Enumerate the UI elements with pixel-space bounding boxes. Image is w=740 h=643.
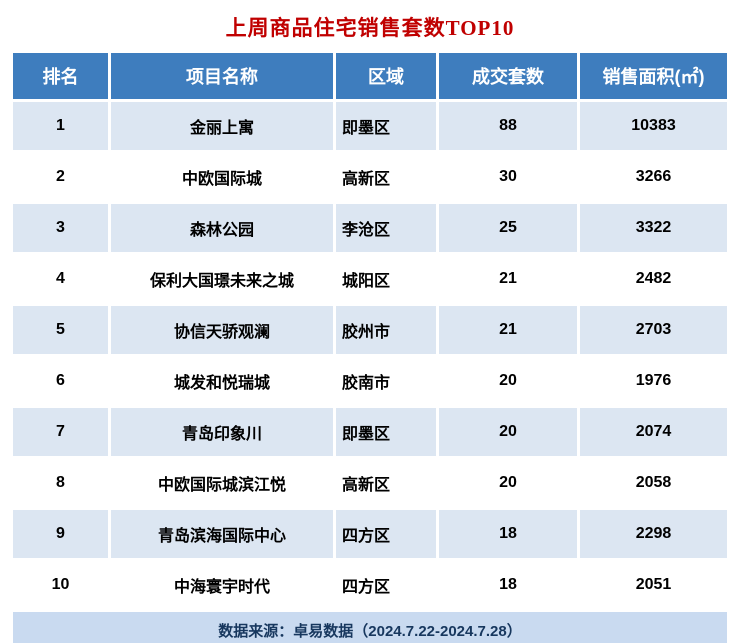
header-rank: 排名 [13, 53, 108, 99]
project-name-cell: 青岛印象川 [111, 408, 333, 456]
project-name-cell: 保利大国璟未来之城 [111, 255, 333, 303]
page-title: 上周商品住宅销售套数TOP10 [225, 16, 515, 40]
project-name-cell: 中海寰宇时代 [111, 561, 333, 609]
table-row: 7 青岛印象川 即墨区 20 2074 [13, 408, 727, 456]
district-cell: 胶州市 [336, 306, 436, 354]
sales-table: 排名 项目名称 区域 成交套数 销售面积(㎡) 1 金丽上寓 即墨区 88 10383 2… [10, 50, 730, 643]
district-cell: 四方区 [336, 510, 436, 558]
district-cell: 李沧区 [336, 204, 436, 252]
units-sold-cell: 20 [439, 459, 577, 507]
rank-cell: 2 [13, 153, 108, 201]
rank-cell: 9 [13, 510, 108, 558]
table-row: 1 金丽上寓 即墨区 88 10383 [13, 102, 727, 150]
project-name-cell: 城发和悦瑞城 [111, 357, 333, 405]
table-row: 8 中欧国际城滨江悦 高新区 20 2058 [13, 459, 727, 507]
area-cell: 2703 [580, 306, 727, 354]
district-cell: 即墨区 [336, 408, 436, 456]
header-sales-area: 销售面积(㎡) [580, 53, 727, 99]
units-sold-cell: 21 [439, 255, 577, 303]
data-source: 数据来源：卓易数据（2024.7.22-2024.7.28） [13, 612, 727, 643]
project-name-cell: 金丽上寓 [111, 102, 333, 150]
units-sold-cell: 30 [439, 153, 577, 201]
units-sold-cell: 18 [439, 561, 577, 609]
district-cell: 胶南市 [336, 357, 436, 405]
area-cell: 2298 [580, 510, 727, 558]
district-cell: 即墨区 [336, 102, 436, 150]
rank-cell: 1 [13, 102, 108, 150]
district-cell: 四方区 [336, 561, 436, 609]
units-sold-cell: 20 [439, 357, 577, 405]
rank-cell: 8 [13, 459, 108, 507]
area-cell: 2074 [580, 408, 727, 456]
rank-cell: 5 [13, 306, 108, 354]
header-project-name: 项目名称 [111, 53, 333, 99]
area-cell: 1976 [580, 357, 727, 405]
project-name-cell: 中欧国际城滨江悦 [111, 459, 333, 507]
header-district: 区域 [336, 53, 436, 99]
area-cell: 2482 [580, 255, 727, 303]
table-row: 9 青岛滨海国际中心 四方区 18 2298 [13, 510, 727, 558]
project-name-cell: 协信天骄观澜 [111, 306, 333, 354]
table-row: 3 森林公园 李沧区 25 3322 [13, 204, 727, 252]
rank-cell: 10 [13, 561, 108, 609]
project-name-cell: 森林公园 [111, 204, 333, 252]
table-row: 4 保利大国璟未来之城 城阳区 21 2482 [13, 255, 727, 303]
table-row: 6 城发和悦瑞城 胶南市 20 1976 [13, 357, 727, 405]
table-footer-row: 数据来源：卓易数据（2024.7.22-2024.7.28） [13, 612, 727, 643]
units-sold-cell: 88 [439, 102, 577, 150]
units-sold-cell: 25 [439, 204, 577, 252]
area-cell: 3322 [580, 204, 727, 252]
table-header-row: 排名 项目名称 区域 成交套数 销售面积(㎡) [13, 53, 727, 99]
district-cell: 高新区 [336, 459, 436, 507]
table-body: 1 金丽上寓 即墨区 88 10383 2 中欧国际城 高新区 30 3266 3 森林公园 李沧区 25… [13, 102, 727, 609]
district-cell: 高新区 [336, 153, 436, 201]
header-units-sold: 成交套数 [439, 53, 577, 99]
table-row: 5 协信天骄观澜 胶州市 21 2703 [13, 306, 727, 354]
units-sold-cell: 18 [439, 510, 577, 558]
area-cell: 2051 [580, 561, 727, 609]
area-cell: 10383 [580, 102, 727, 150]
project-name-cell: 中欧国际城 [111, 153, 333, 201]
area-cell: 2058 [580, 459, 727, 507]
area-cell: 3266 [580, 153, 727, 201]
table-row: 2 中欧国际城 高新区 30 3266 [13, 153, 727, 201]
units-sold-cell: 21 [439, 306, 577, 354]
rank-cell: 4 [13, 255, 108, 303]
district-cell: 城阳区 [336, 255, 436, 303]
rank-cell: 6 [13, 357, 108, 405]
table-row: 10 中海寰宇时代 四方区 18 2051 [13, 561, 727, 609]
rank-cell: 3 [13, 204, 108, 252]
project-name-cell: 青岛滨海国际中心 [111, 510, 333, 558]
units-sold-cell: 20 [439, 408, 577, 456]
rank-cell: 7 [13, 408, 108, 456]
